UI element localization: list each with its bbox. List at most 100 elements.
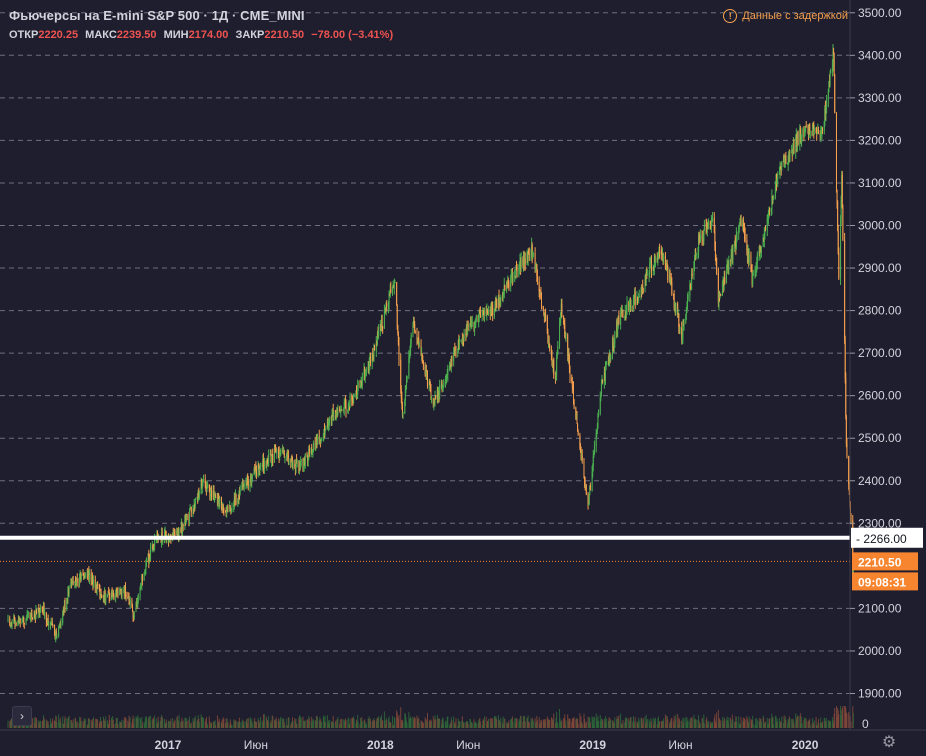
candle	[105, 593, 107, 606]
x-tick-label: Июн	[668, 738, 692, 752]
volume-bar	[280, 716, 282, 728]
volume-bar	[632, 716, 634, 728]
instrument-title[interactable]: Фьючерсы на E-mini S&P 500 · 1Д · CME_MI…	[9, 8, 305, 23]
candle-body	[738, 224, 740, 226]
candle-body	[351, 395, 353, 401]
candle-body	[675, 303, 677, 313]
candle	[523, 250, 525, 271]
candle	[493, 308, 495, 320]
volume-bar	[165, 723, 167, 728]
candle-body	[344, 400, 346, 405]
candle-body	[17, 617, 19, 622]
candle-body	[439, 384, 441, 397]
candle	[602, 379, 604, 384]
candle	[495, 297, 497, 312]
candle	[35, 604, 37, 620]
open-value: 2220.25	[38, 29, 79, 41]
candle	[30, 609, 32, 617]
candle	[56, 633, 58, 640]
candle-body	[269, 454, 271, 455]
volume-bar	[758, 721, 760, 728]
candle	[644, 274, 646, 293]
candle	[206, 480, 208, 493]
volume-bar	[104, 720, 106, 728]
candle-body	[109, 597, 111, 599]
candle	[322, 432, 324, 442]
volume-bar	[494, 716, 496, 728]
candle	[465, 328, 467, 342]
candle-body	[522, 259, 524, 265]
volume-bar	[686, 717, 688, 728]
candle-body	[755, 269, 757, 272]
candle	[259, 464, 261, 476]
volume-bar	[188, 719, 190, 728]
volume-bar	[450, 717, 452, 728]
volume-bar	[52, 718, 54, 728]
candle	[31, 609, 33, 622]
gear-icon[interactable]: ⚙	[881, 734, 897, 751]
candle	[189, 504, 191, 509]
candle	[817, 123, 819, 135]
candle	[329, 416, 331, 426]
volume-bar	[421, 721, 423, 728]
candle-body	[74, 581, 76, 584]
candle-body	[764, 229, 766, 231]
candle-body	[583, 459, 585, 478]
candle	[38, 607, 40, 618]
volume-bar	[510, 719, 512, 728]
candle-body	[506, 282, 508, 291]
collapse-volume-button[interactable]: ›	[12, 706, 32, 726]
candle	[641, 284, 643, 298]
candle	[545, 308, 547, 322]
volume-bar	[79, 720, 81, 728]
volume-bar	[255, 721, 257, 728]
candle-body	[376, 332, 378, 345]
volume-bar	[617, 719, 619, 728]
candle	[698, 231, 700, 245]
candle	[746, 245, 748, 264]
volume-bar	[123, 717, 125, 728]
candle-body	[337, 410, 339, 416]
candle	[613, 345, 615, 353]
candle	[614, 330, 616, 348]
candle	[59, 620, 61, 629]
candle-body	[343, 409, 345, 411]
candle	[451, 355, 453, 367]
candle	[197, 489, 199, 502]
volume-bar	[697, 719, 699, 728]
volume-bar	[683, 718, 685, 728]
candle	[796, 133, 798, 153]
volume-bar	[140, 725, 142, 728]
candle	[488, 305, 490, 317]
volume-bar	[182, 720, 184, 728]
candle-body	[547, 332, 549, 343]
volume-bar	[518, 721, 520, 728]
candle-body	[751, 265, 753, 271]
candle-body	[197, 489, 199, 502]
delayed-data-notice[interactable]: ! Данные с задержкой	[723, 9, 848, 23]
candle	[442, 384, 444, 391]
candle	[834, 73, 836, 114]
volume-bar	[430, 719, 432, 728]
candle	[11, 618, 13, 630]
candle	[410, 338, 412, 356]
volume-bar	[47, 721, 49, 728]
candle	[593, 440, 595, 455]
volume-bar	[487, 720, 489, 728]
candle	[742, 216, 744, 232]
candle-body	[764, 229, 766, 234]
volume-bar	[567, 721, 569, 728]
candle-body	[340, 410, 342, 411]
volume-bar	[691, 717, 693, 728]
volume-bar	[165, 719, 167, 728]
candle-body	[573, 399, 575, 408]
volume-bar	[442, 717, 444, 728]
candle	[319, 436, 321, 445]
candle-body	[650, 262, 652, 272]
candle-body	[216, 496, 218, 504]
candle	[645, 273, 647, 286]
candle-body	[462, 338, 464, 345]
volume-bar	[644, 716, 646, 728]
